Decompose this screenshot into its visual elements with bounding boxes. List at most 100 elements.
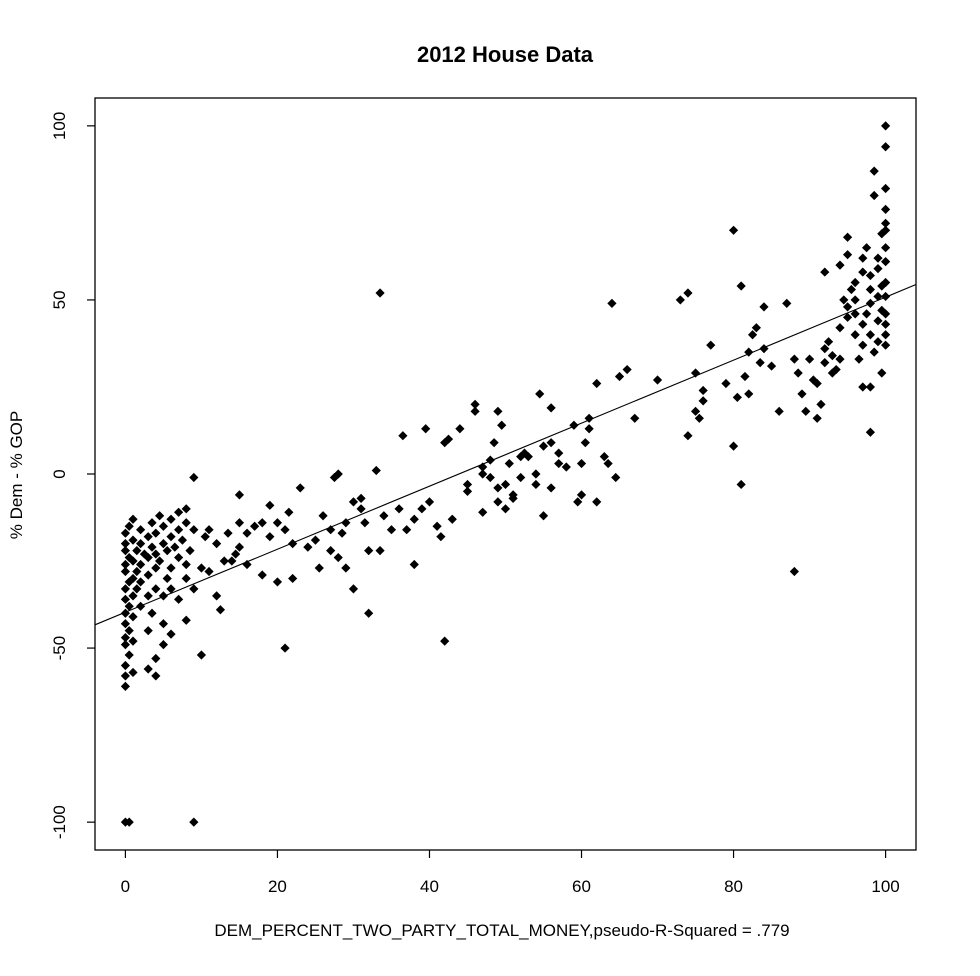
- data-point: [402, 525, 412, 535]
- data-point: [630, 413, 640, 423]
- data-point: [231, 549, 241, 559]
- data-point: [364, 545, 374, 556]
- data-point: [850, 330, 860, 340]
- data-point: [379, 511, 389, 521]
- data-points: [120, 121, 891, 827]
- y-axis-label: % Dem - % GOP: [7, 411, 26, 539]
- data-point: [284, 507, 294, 517]
- data-point: [326, 525, 336, 535]
- data-point: [166, 532, 176, 542]
- data-point: [136, 539, 146, 549]
- data-point: [181, 573, 191, 584]
- data-point: [447, 514, 457, 524]
- data-point: [280, 525, 290, 535]
- x-tick-label: 40: [420, 877, 439, 896]
- data-point: [143, 552, 153, 563]
- data-point: [538, 511, 549, 521]
- data-point: [128, 535, 138, 545]
- data-point: [436, 532, 446, 542]
- data-point: [523, 451, 533, 462]
- data-point: [223, 528, 233, 538]
- data-point: [314, 563, 324, 573]
- data-point: [120, 633, 131, 643]
- data-point: [569, 420, 579, 430]
- data-point: [554, 458, 564, 469]
- data-point: [120, 594, 131, 604]
- data-point: [842, 250, 853, 260]
- data-point: [793, 368, 803, 378]
- data-point: [820, 344, 830, 354]
- data-point: [120, 608, 131, 618]
- data-point: [880, 330, 891, 340]
- data-point: [858, 382, 868, 392]
- data-point: [124, 601, 134, 611]
- data-point: [861, 309, 872, 319]
- data-point: [189, 525, 199, 535]
- data-point: [869, 166, 879, 176]
- data-point: [174, 552, 184, 563]
- data-point: [265, 532, 275, 542]
- data-point: [348, 584, 359, 594]
- data-point: [136, 577, 146, 587]
- data-point: [820, 267, 830, 277]
- data-point: [318, 511, 328, 521]
- data-point: [728, 225, 739, 235]
- data-point: [341, 518, 351, 528]
- data-point: [839, 295, 849, 305]
- data-point: [683, 431, 693, 441]
- data-point: [151, 584, 161, 594]
- data-point: [873, 291, 883, 302]
- data-point: [288, 539, 298, 549]
- data-point: [854, 354, 864, 364]
- data-point: [212, 539, 222, 549]
- data-point: [462, 479, 473, 490]
- data-point: [440, 636, 450, 646]
- data-point: [132, 566, 142, 577]
- data-point: [873, 337, 883, 347]
- data-point: [272, 518, 283, 528]
- data-point: [295, 483, 305, 493]
- data-point: [265, 500, 275, 510]
- data-point: [443, 434, 454, 444]
- data-point: [706, 340, 716, 350]
- data-point: [128, 556, 138, 566]
- data-point: [592, 378, 602, 389]
- data-point: [880, 121, 891, 131]
- data-point: [880, 204, 891, 215]
- data-point: [599, 451, 609, 462]
- data-point: [417, 504, 427, 514]
- data-point: [880, 225, 891, 235]
- data-point: [880, 309, 891, 319]
- y-tick-label: 0: [50, 469, 69, 478]
- data-point: [120, 681, 131, 691]
- data-point: [288, 573, 298, 584]
- data-point: [394, 504, 404, 514]
- data-point: [151, 671, 161, 681]
- data-point: [120, 545, 131, 556]
- data-point: [835, 260, 845, 270]
- data-point: [200, 532, 210, 542]
- data-point: [493, 483, 503, 493]
- data-point: [728, 441, 739, 451]
- data-point: [880, 319, 891, 329]
- data-point: [880, 340, 891, 350]
- data-point: [576, 490, 587, 500]
- data-point: [155, 511, 165, 521]
- y-tick-label: 100: [50, 112, 69, 140]
- data-point: [147, 608, 157, 618]
- data-point: [398, 431, 408, 441]
- data-point: [497, 420, 507, 430]
- data-point: [128, 636, 138, 646]
- data-point: [356, 504, 366, 514]
- data-point: [592, 497, 602, 507]
- plot-frame: [94, 97, 917, 851]
- data-point: [162, 545, 172, 556]
- data-point: [873, 316, 883, 326]
- data-point: [455, 424, 465, 434]
- data-point: [166, 563, 176, 573]
- data-point: [196, 563, 207, 573]
- data-point: [538, 441, 549, 451]
- data-point: [166, 514, 176, 524]
- data-point: [755, 357, 765, 368]
- data-point: [204, 566, 214, 577]
